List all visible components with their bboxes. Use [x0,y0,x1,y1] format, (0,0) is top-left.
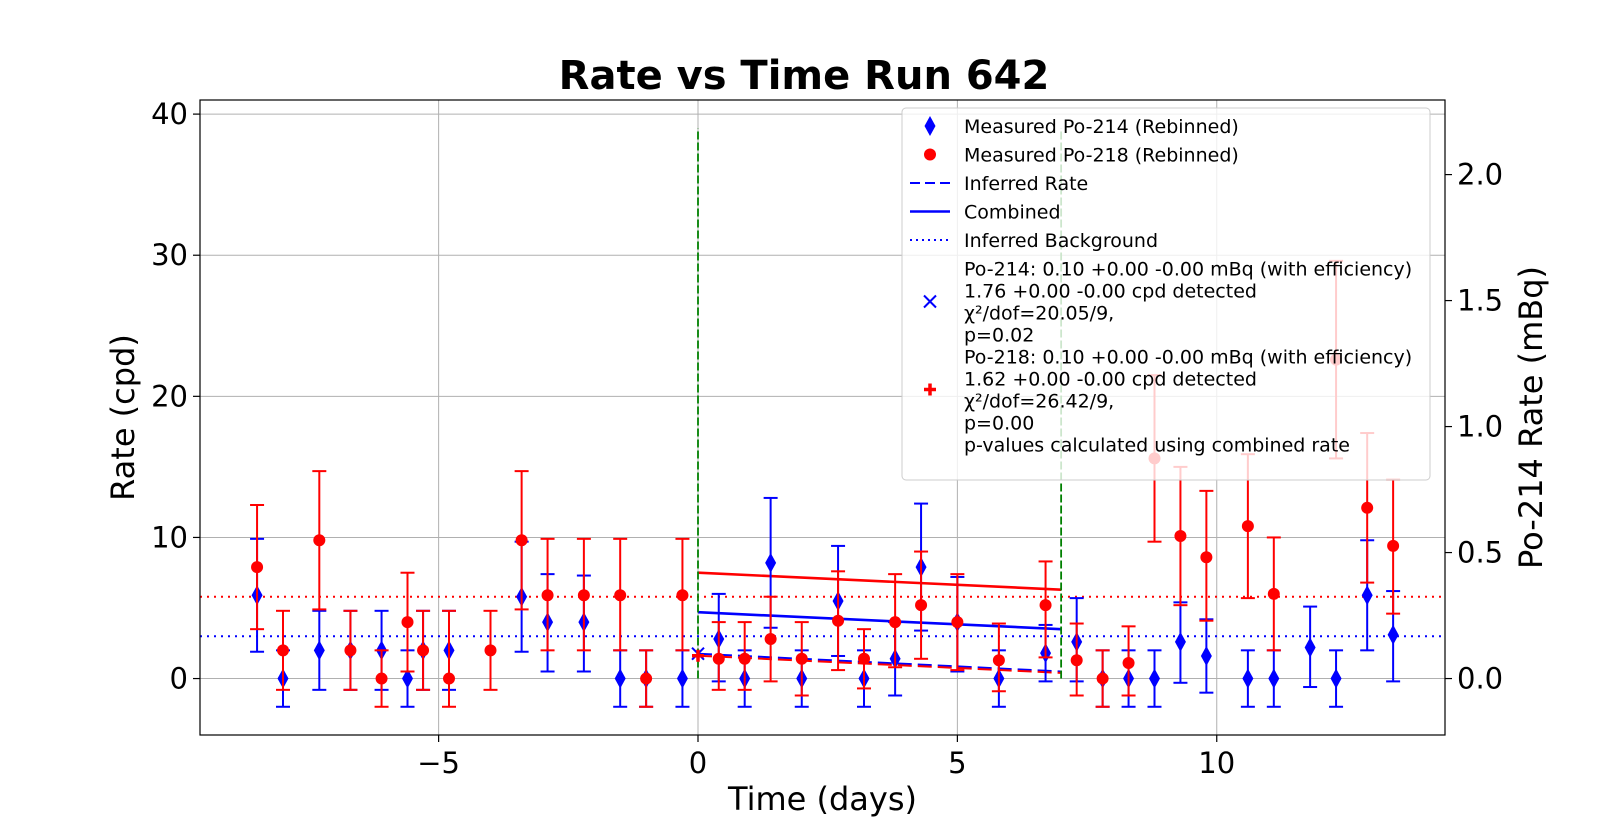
y-tick-label: 10 [151,520,188,554]
data-point [738,652,751,665]
data-point [251,561,264,574]
legend-label: Po-214: 0.10 +0.00 -0.00 mBq (with effic… [964,259,1412,281]
data-point [858,652,870,665]
data-point [765,552,777,573]
data-point [515,534,528,547]
legend-label: p=0.02 [964,325,1034,347]
data-point [541,589,554,602]
data-point [1174,530,1187,543]
solid-red-line [697,571,1062,591]
y-tick-label: 40 [151,97,188,131]
data-point [443,672,455,685]
data-point [1387,539,1400,552]
legend-label: p=0.00 [964,413,1034,435]
data-point [402,668,413,689]
legend-label: 1.62 +0.00 -0.00 cpd detected [964,369,1257,391]
y2-tick-label: 1.0 [1457,410,1503,444]
data-point [1268,668,1280,689]
data-point [417,644,430,657]
data-point [614,589,627,602]
data-point [614,668,626,689]
data-point [313,640,325,661]
data-point [1387,624,1399,645]
data-point [1304,637,1316,658]
data-point [1070,654,1083,667]
data-point [889,616,902,629]
x-tick-label: 10 [1198,746,1235,780]
legend-label: 1.76 +0.00 -0.00 cpd detected [964,281,1257,303]
data-point [1330,668,1342,689]
legend: Measured Po-214 (Rebinned) Measured Po-21… [901,107,1431,481]
legend-label: Inferred Background [964,230,1158,252]
data-point [344,644,357,657]
y-tick-label: 30 [151,238,188,272]
dashed-red-line [697,654,1062,674]
y2-tick-label: 0.5 [1457,536,1503,570]
data-point [1122,657,1135,670]
data-point [1039,599,1052,612]
y2-tick-label: 0.0 [1457,662,1503,696]
data-point [1149,668,1160,689]
data-point [1361,501,1374,514]
legend-label: Po-218: 0.10 +0.00 -0.00 mBq (with effic… [964,347,1412,369]
dashed-blue-line [697,652,1062,673]
legend-label: Measured Po-218 (Rebinned) [964,145,1239,167]
data-point [915,599,928,612]
data-point [992,654,1005,667]
data-point [1242,668,1254,689]
data-point [676,589,689,602]
legend-label: Combined [964,202,1061,224]
legend-label: χ²/dof=20.05/9, [964,303,1114,325]
data-point [640,672,653,685]
data-point [712,652,725,665]
legend-handle-5 [923,294,937,309]
legend-handle-0 [924,116,936,136]
data-point [1174,631,1186,652]
axes: −5 0 5 10 0 10 20 30 40 0.0 0.5 1.0 1.5 2.0 [151,97,1503,780]
x-tick-label: −5 [417,746,460,780]
y2-tick-label: 2.0 [1457,158,1503,192]
x-axis-label: Time (days) [727,780,917,818]
data-point [313,534,326,547]
data-point [832,614,845,627]
fit-point-plus [692,649,704,662]
x-tick-label: 5 [948,746,966,780]
data-point [484,644,497,657]
data-point [1267,587,1280,600]
data-point [951,616,964,629]
data-point [1096,672,1109,685]
chart-title: Rate vs Time Run 642 [559,53,1050,99]
legend-handle-1 [924,148,936,161]
y-tick-label: 0 [170,662,188,696]
legend-label: Inferred Rate [964,173,1088,195]
data-point [795,652,808,665]
data-point [676,668,688,689]
y2-tick-label: 1.5 [1457,284,1503,318]
plot-frame [199,99,1446,736]
data-point [1200,551,1213,564]
legend-label: p-values calculated using combined rate [964,435,1350,457]
series-po218 [250,259,1401,708]
data-points [250,259,1401,708]
y-axis-label: Rate (cpd) [104,334,142,501]
legend-box [901,107,1431,481]
legend-label: Measured Po-214 (Rebinned) [964,116,1239,138]
data-point [375,672,388,685]
y-tick-label: 20 [151,379,188,413]
legend-handle-6 [924,383,936,396]
data-point [1200,645,1212,666]
data-point [1241,520,1254,533]
data-point [764,633,777,646]
x-tick-label: 0 [689,746,707,780]
data-point [277,644,289,657]
data-point [577,589,590,602]
data-point [1361,585,1373,606]
legend-label: χ²/dof=26.42/9, [964,391,1114,413]
data-point [401,616,414,629]
solid-blue-line [697,610,1062,631]
y2-axis-label: Po-214 Rate (mBq) [1512,266,1550,569]
